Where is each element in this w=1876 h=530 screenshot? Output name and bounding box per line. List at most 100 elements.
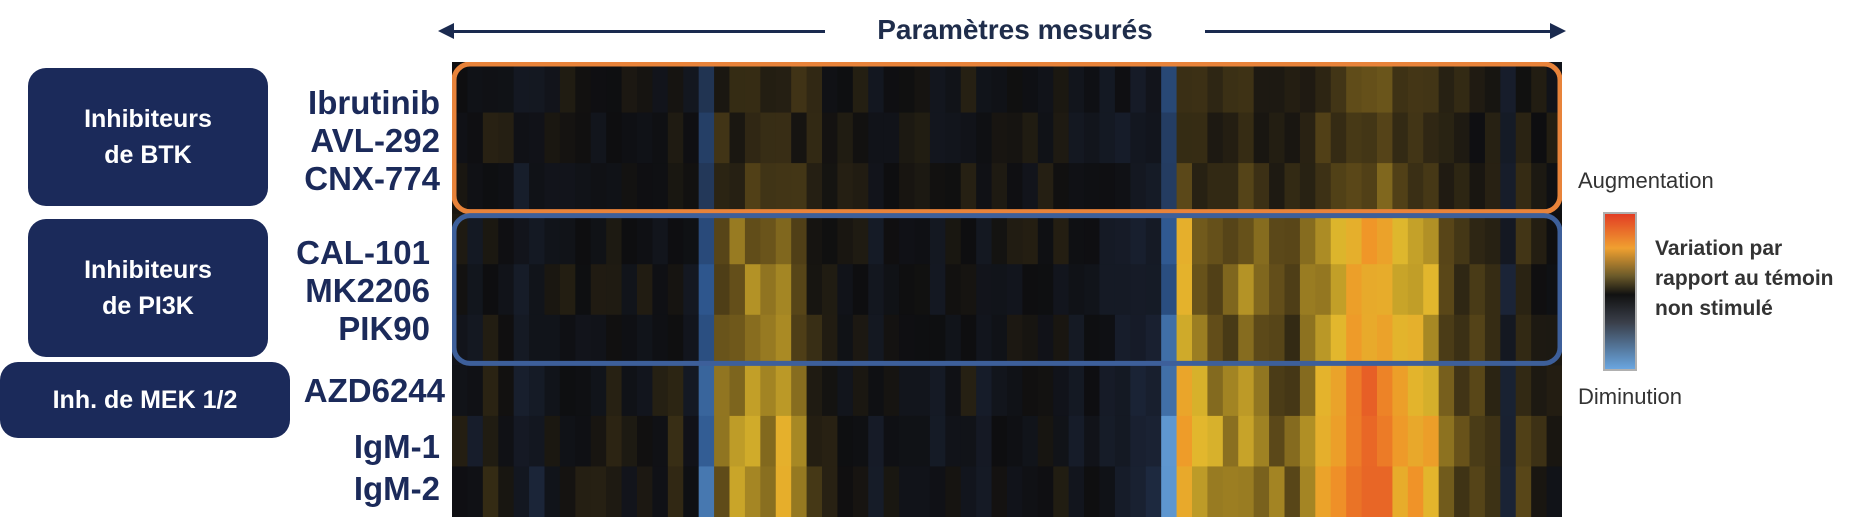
heatmap-cell (683, 112, 700, 164)
heatmap-cell (1022, 163, 1039, 215)
heatmap-cell (1130, 62, 1147, 114)
heatmap-cell (1053, 466, 1070, 517)
heatmap-cell (1315, 365, 1332, 417)
heatmap-cell (760, 163, 777, 215)
heatmap-cell (744, 112, 761, 164)
heatmap-cell (1192, 264, 1209, 316)
heatmap-cell (1114, 163, 1131, 215)
heatmap-cell (1053, 314, 1070, 366)
heatmap-cell (883, 213, 900, 265)
heatmap-cell (1161, 264, 1178, 316)
heatmap-cell (837, 163, 854, 215)
heatmap-cell (559, 466, 576, 517)
heatmap-cell (1500, 213, 1517, 265)
heatmap-cell (1284, 466, 1301, 517)
heatmap-cell (1484, 415, 1501, 468)
heatmap-cell (1207, 264, 1224, 316)
legend-color-scale (1603, 212, 1637, 371)
heatmap-cell (1053, 112, 1070, 164)
heatmap-cell (806, 415, 823, 468)
heatmap-cell (1253, 163, 1270, 215)
pi3k-group-outline (452, 213, 1562, 366)
heatmap-cell (837, 365, 854, 417)
heatmap-cell (1515, 415, 1532, 468)
heatmap-cell (960, 466, 977, 517)
heatmap-cell (1361, 213, 1378, 265)
heatmap-cell (1130, 314, 1147, 366)
heatmap-cell (1053, 415, 1070, 468)
heatmap-cell (1407, 264, 1424, 316)
heatmap-cell (1099, 213, 1116, 265)
heatmap-cell (1423, 466, 1440, 517)
heatmap-cell (791, 163, 808, 215)
heatmap-cell (1269, 264, 1286, 316)
heatmap-cell (1007, 163, 1024, 215)
heatmap-cell (1330, 415, 1347, 468)
heatmap-cell (667, 264, 684, 316)
heatmap-cell (621, 213, 638, 265)
heatmap-cell (1130, 112, 1147, 164)
heatmap-cell (1315, 264, 1332, 316)
heatmap-cell (1299, 466, 1316, 517)
heatmap-cell (1346, 213, 1363, 265)
heatmap-cell (683, 213, 700, 265)
heatmap-cell (1084, 213, 1101, 265)
heatmap-cell (1222, 314, 1239, 366)
heatmap-cell (1253, 264, 1270, 316)
heatmap-cell (976, 62, 993, 114)
heatmap-cell (1469, 62, 1486, 114)
heatmap-cell (1238, 466, 1255, 517)
heatmap-cell (714, 415, 731, 468)
heatmap-cell (760, 365, 777, 417)
heatmap-cell (1330, 163, 1347, 215)
heatmap-cell (729, 466, 746, 517)
heatmap-cell (575, 466, 592, 517)
heatmap-cell (1238, 112, 1255, 164)
heatmap-cell (667, 163, 684, 215)
heatmap-cell (1084, 365, 1101, 417)
heatmap-cell (621, 314, 638, 366)
heatmap-cell (1253, 314, 1270, 366)
heatmap-cell (1438, 264, 1455, 316)
heatmap-cell (960, 264, 977, 316)
legend-caption-line: rapport au témoin (1655, 267, 1834, 290)
heatmap-cell (1469, 415, 1486, 468)
heatmap-cell (1330, 365, 1347, 417)
heatmap-cell (1176, 213, 1193, 265)
heatmap-cell (498, 163, 515, 215)
heatmap-cell (960, 213, 977, 265)
heatmap-cell (714, 62, 731, 114)
heatmap-cell (1068, 314, 1085, 366)
heatmap-cell (1284, 314, 1301, 366)
heatmap-cell (1192, 466, 1209, 517)
heatmap-cell (1253, 62, 1270, 114)
heatmap-cell (529, 213, 546, 265)
heatmap-cell (606, 415, 623, 468)
heatmap-cell (822, 415, 839, 468)
heatmap-cell (575, 163, 592, 215)
heatmap-cell (852, 112, 869, 164)
heatmap-cell (467, 415, 484, 468)
heatmap-cell (452, 365, 469, 417)
heatmap-cell (775, 466, 792, 517)
heatmap-cell (883, 365, 900, 417)
heatmap-cell (976, 163, 993, 215)
heatmap-cell (1007, 415, 1024, 468)
heatmap-cell (559, 213, 576, 265)
heatmap-cell (806, 62, 823, 114)
heatmap-cell (1423, 112, 1440, 164)
row-label-pik90: PIK90 (338, 310, 430, 347)
heatmap-cell (590, 415, 607, 468)
heatmap-cell (1423, 62, 1440, 114)
heatmap-cell (590, 112, 607, 164)
heatmap-cell (729, 112, 746, 164)
heatmap-cell (1438, 213, 1455, 265)
heatmap-cell (1531, 213, 1548, 265)
heatmap-cell (1407, 314, 1424, 366)
heatmap-cell (1161, 365, 1178, 417)
heatmap-cell (822, 62, 839, 114)
heatmap-cell (606, 314, 623, 366)
heatmap-cell (590, 314, 607, 366)
heatmap-cell (929, 264, 946, 316)
heatmap-cell (883, 314, 900, 366)
